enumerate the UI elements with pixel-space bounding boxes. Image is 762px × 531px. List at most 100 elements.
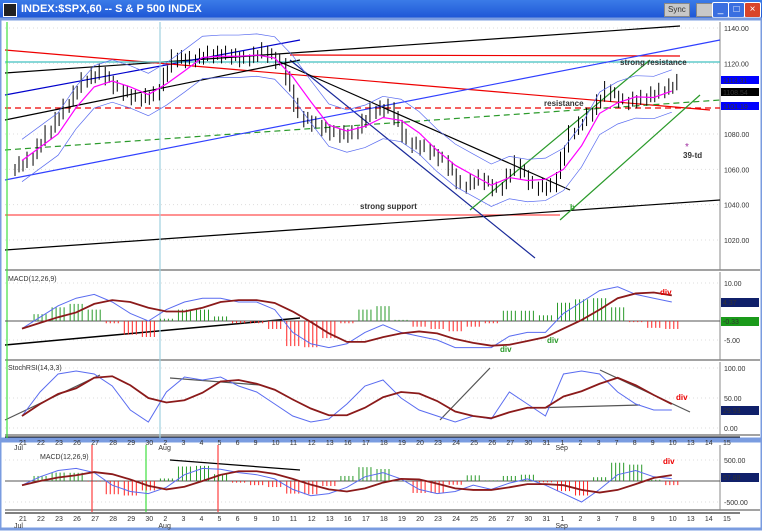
indicator-line: [21, 370, 672, 423]
x-tick-label: 15: [723, 516, 731, 523]
indicator-line: [21, 286, 672, 349]
x-tick-label: 24: [452, 440, 460, 447]
y-tick-label: -500.00: [724, 500, 748, 507]
y-tick-label: 1040.00: [724, 203, 749, 210]
x-tick-label: 12: [308, 440, 316, 447]
moving-average-line: [21, 54, 673, 186]
x-tick-label: 6: [236, 440, 240, 447]
value-tag: [721, 317, 759, 326]
y-tick-label: 1060.00: [724, 167, 749, 174]
x-tick-label: 28: [109, 516, 117, 523]
y-tick-label: 1080.00: [724, 132, 749, 139]
price-tag-label: 1113.31: [723, 78, 747, 85]
month-label: Jul: [14, 445, 23, 452]
x-tick-label: 26: [73, 440, 81, 447]
value-tag: [721, 406, 759, 415]
window-title: INDEX:$SPX,60 -- S & P 500 INDEX: [21, 3, 202, 15]
month-label: Jul: [14, 523, 23, 530]
y-tick-label: 10.00: [724, 281, 742, 288]
x-tick-label: 9: [651, 440, 655, 447]
x-tick-label: 12: [308, 516, 316, 523]
macd-div-3: div: [547, 336, 559, 345]
indicator-line: [21, 467, 672, 503]
x-tick-label: 3: [181, 440, 185, 447]
x-tick-label: 18: [380, 440, 388, 447]
close-button[interactable]: ×: [744, 2, 761, 18]
x-tick-label: 17: [362, 516, 370, 523]
month-label: Sep: [556, 523, 569, 530]
x-tick-label: 19: [398, 516, 406, 523]
x-tick-label: 13: [326, 440, 334, 447]
x-tick-label: 28: [109, 440, 117, 447]
x-tick-label: 25: [470, 516, 478, 523]
x-tick-label: 11: [290, 440, 297, 447]
signal-line: [21, 375, 673, 420]
x-tick-label: 1: [561, 516, 565, 523]
x-tick-label: 27: [91, 440, 99, 447]
x-tick-label: 29: [127, 516, 135, 523]
x-tick-label: 13: [687, 440, 695, 447]
x-tick-label: 31: [542, 440, 550, 447]
x-tick-label: 10: [272, 440, 280, 447]
annotation-strong-resistance: strong resistance: [620, 58, 687, 67]
x-tick-label: 21: [19, 516, 27, 523]
x-tick-label: 26: [73, 516, 81, 523]
price-tag-label: 1101.19: [723, 104, 748, 111]
x-tick-label: 6: [236, 516, 240, 523]
x-tick-label: 13: [687, 516, 695, 523]
annotation-39td: 39-td: [683, 151, 702, 160]
x-tick-label: 16: [344, 516, 352, 523]
x-tick-label: 2: [579, 516, 583, 523]
x-tick-label: 2: [163, 516, 167, 523]
x-tick-label: 8: [633, 516, 637, 523]
x-tick-label: 7: [615, 440, 619, 447]
x-tick-label: 30: [145, 440, 153, 447]
x-tick-label: 10: [669, 440, 677, 447]
value-tag-label: 57.88: [723, 475, 741, 482]
macd-div-1: div: [660, 288, 672, 297]
annotation-b: b: [570, 203, 575, 212]
x-tick-label: 14: [705, 516, 713, 523]
x-tick-label: 8: [633, 440, 637, 447]
x-tick-label: 26: [488, 516, 496, 523]
y-tick-label: 1140.00: [724, 26, 749, 33]
x-tick-label: 21: [19, 440, 27, 447]
x-tick-label: 30: [524, 440, 532, 447]
window-title-bar: INDEX:$SPX,60 -- S & P 500 INDEX: [0, 0, 762, 19]
x-tick-label: 26: [488, 440, 496, 447]
x-tick-label: 3: [597, 516, 601, 523]
y-tick-label: 1120.00: [724, 61, 749, 68]
signal-line: [21, 470, 672, 494]
price-tag-label: 1108.54: [723, 90, 748, 97]
value-tag: [721, 298, 759, 307]
x-tick-label: 1: [561, 440, 565, 447]
x-tick-label: 30: [524, 516, 532, 523]
x-tick-label: 31: [542, 516, 550, 523]
x-tick-label: 23: [55, 516, 63, 523]
lower-band-line: [21, 75, 672, 207]
macd-panel-title: MACD(12,26,9): [8, 276, 57, 283]
y-tick-label: 100.00: [724, 366, 746, 373]
x-tick-label: 29: [127, 440, 135, 447]
x-tick-label: 22: [37, 440, 45, 447]
x-tick-label: 9: [254, 516, 258, 523]
month-label: Aug: [158, 523, 171, 530]
x-tick-label: 22: [37, 516, 45, 523]
x-tick-label: 4: [200, 440, 204, 447]
x-tick-label: 14: [705, 440, 713, 447]
value-tag: [721, 473, 759, 482]
value-tag-label: -0.33: [723, 319, 739, 326]
x-tick-label: 23: [434, 516, 442, 523]
y-tick-label: 500.00: [724, 458, 746, 465]
x-tick-label: 23: [55, 440, 63, 447]
price-tag: [721, 76, 759, 84]
annotation-strong-support: strong support: [360, 202, 417, 211]
x-tick-label: 9: [651, 516, 655, 523]
sync-button[interactable]: Sync: [664, 3, 690, 17]
x-tick-label: 4: [200, 516, 204, 523]
x-tick-label: 25: [470, 440, 478, 447]
macd2-panel-title: MACD(12,26,9): [40, 454, 89, 461]
x-tick-label: 19: [398, 440, 406, 447]
x-tick-label: 13: [326, 516, 334, 523]
